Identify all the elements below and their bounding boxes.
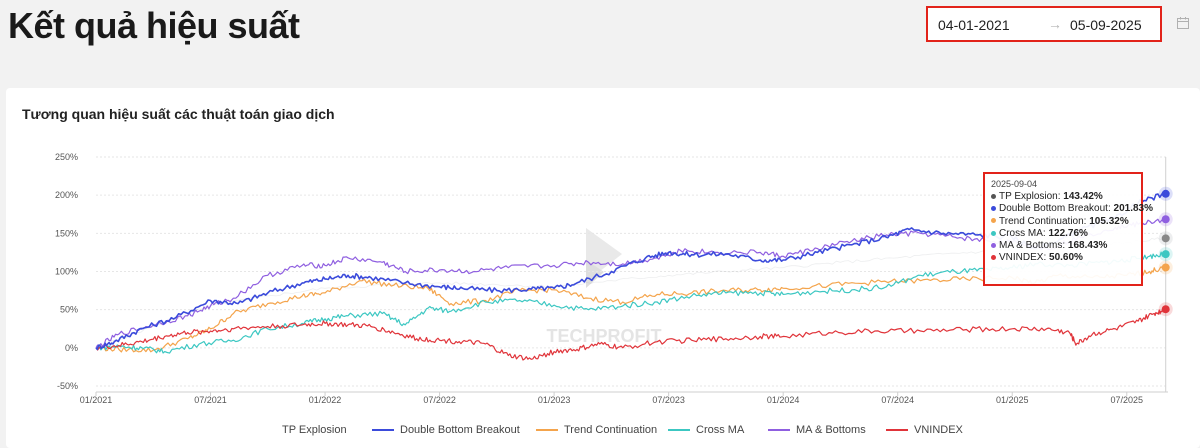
tooltip-label: MA & Bottoms: — [999, 240, 1068, 252]
date-end-input[interactable]: 05-09-2025 — [1070, 17, 1142, 33]
x-tick-label: 07/2022 — [423, 395, 456, 405]
end-marker-point[interactable] — [1161, 263, 1170, 272]
legend-swatch — [536, 429, 558, 432]
legend-label: Double Bottom Breakout — [400, 424, 520, 436]
tooltip-value: 50.60% — [1049, 252, 1083, 264]
tooltip-date: 2025-09-04 — [991, 179, 1038, 189]
series-line-vnindex[interactable] — [95, 308, 1167, 361]
y-tick-label: 200% — [55, 190, 78, 200]
series-color-dot — [991, 255, 996, 261]
x-tick-label: 01/2025 — [996, 395, 1029, 405]
legend-label: MA & Bottoms — [796, 424, 866, 436]
legend-item[interactable]: TP Explosion — [282, 424, 347, 436]
series-color-dot — [991, 230, 996, 236]
legend-item[interactable]: Trend Continuation — [536, 424, 657, 436]
legend-swatch — [372, 429, 394, 432]
x-tick-label: 01/2023 — [538, 395, 571, 405]
date-start-input[interactable]: 04-01-2021 — [938, 17, 1010, 33]
legend-label: TP Explosion — [282, 424, 347, 436]
watermark-logo: TECHPROFIT — [547, 228, 662, 346]
end-marker-point[interactable] — [1161, 215, 1170, 224]
chart-tooltip: 2025-09-04 TP Explosion: 143.42% Double B… — [983, 172, 1153, 286]
x-tick-label: 01/2021 — [80, 395, 113, 405]
tooltip-row: Cross MA: 122.76% — [991, 228, 1135, 240]
legend-item[interactable]: Double Bottom Breakout — [372, 424, 520, 436]
x-tick-label: 01/2024 — [767, 395, 800, 405]
tooltip-label: Cross MA: — [999, 227, 1049, 239]
tooltip-label: VNINDEX: — [999, 252, 1050, 264]
x-tick-label: 07/2021 — [194, 395, 227, 405]
legend-swatch — [668, 429, 690, 432]
tooltip-row: TP Explosion: 143.42% — [991, 191, 1135, 203]
tooltip-label: Trend Continuation: — [999, 215, 1090, 227]
x-tick-label: 07/2024 — [881, 395, 914, 405]
end-marker-point[interactable] — [1161, 305, 1170, 314]
legend-label: Cross MA — [696, 424, 745, 436]
legend-label: Trend Continuation — [564, 424, 658, 436]
tooltip-label: TP Explosion: — [999, 191, 1064, 203]
x-tick-label: 01/2022 — [309, 395, 342, 405]
series-color-dot — [991, 206, 996, 212]
tooltip-value: 143.42% — [1063, 191, 1103, 203]
tooltip-row: Trend Continuation: 105.32% — [991, 216, 1135, 228]
legend-swatch — [886, 429, 908, 432]
x-tick-label: 07/2025 — [1110, 395, 1143, 405]
y-tick-label: 50% — [60, 305, 78, 315]
end-marker-point[interactable] — [1161, 234, 1170, 243]
tooltip-value: 105.32% — [1089, 215, 1129, 227]
date-range-picker[interactable]: 04-01-2021 → 05-09-2025 — [926, 6, 1162, 42]
series-color-dot — [991, 242, 996, 248]
legend-label: VNINDEX — [914, 424, 963, 436]
series-color-dot — [991, 194, 996, 200]
tooltip-row: Double Bottom Breakout: 201.83% — [991, 203, 1153, 215]
x-tick-label: 07/2023 — [652, 395, 685, 405]
tooltip-row: VNINDEX: 50.60% — [991, 252, 1135, 264]
chart-legend: TP Explosion Double Bottom Breakout Trend … — [0, 424, 1200, 440]
legend-item[interactable]: VNINDEX — [886, 424, 963, 436]
end-marker-point[interactable] — [1161, 189, 1170, 198]
calendar-icon[interactable] — [1176, 16, 1190, 30]
y-tick-label: 0% — [65, 343, 78, 353]
tooltip-value: 201.83% — [1113, 203, 1153, 215]
tooltip-label: Double Bottom Breakout: — [999, 203, 1114, 215]
y-tick-label: 250% — [55, 152, 78, 162]
arrow-right-icon: → — [1048, 16, 1062, 32]
legend-swatch — [768, 429, 790, 432]
series-color-dot — [991, 218, 996, 224]
y-tick-label: -50% — [57, 381, 78, 391]
legend-item[interactable]: Cross MA — [668, 424, 744, 436]
y-tick-label: 150% — [55, 228, 78, 238]
tooltip-value: 122.76% — [1048, 227, 1088, 239]
legend-item[interactable]: MA & Bottoms — [768, 424, 866, 436]
svg-text:TECHPROFIT: TECHPROFIT — [547, 326, 662, 346]
page-title: Kết quả hiệu suất — [8, 5, 300, 46]
tooltip-row: MA & Bottoms: 168.43% — [991, 240, 1135, 252]
y-tick-label: 100% — [55, 267, 78, 277]
chart-title: Tương quan hiệu suất các thuật toán giao… — [22, 106, 335, 122]
end-marker-point[interactable] — [1161, 250, 1170, 259]
tooltip-value: 168.43% — [1067, 240, 1108, 252]
